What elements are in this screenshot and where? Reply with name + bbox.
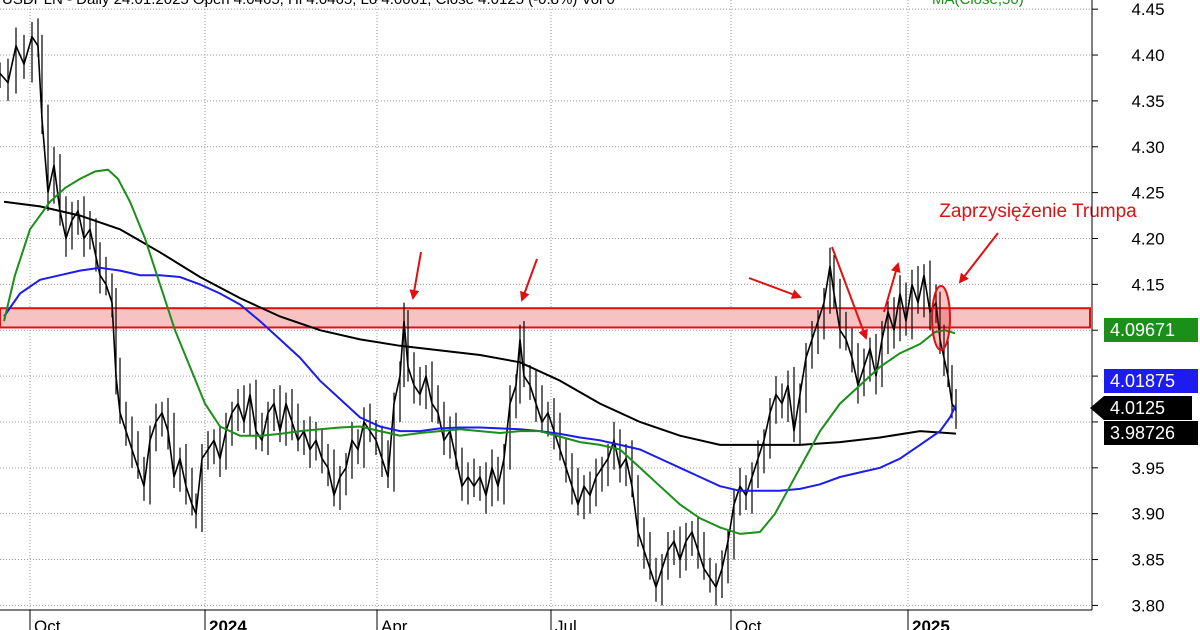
badge-pointer [1090, 396, 1192, 420]
y-tick-label: 3.85 [1131, 551, 1164, 570]
x-tick-label: 2024 [209, 617, 247, 630]
resistance-zone-band [0, 307, 1091, 329]
price-badge: 4.0125 [1090, 396, 1192, 420]
price-badges: 4.09671 4.01875 4.0125 3.98726 [1090, 318, 1198, 445]
badge-label: 4.0125 [1110, 398, 1165, 418]
y-tick-label: 4.40 [1131, 46, 1164, 65]
chart-header: USDPLN - Daily 24.01.2025 Open 4.0465, H… [2, 0, 1024, 8]
x-tick-label: Oct [735, 617, 762, 630]
ma-green-line [3, 168, 956, 535]
price-badge: 3.98726 [1104, 421, 1198, 445]
y-tick-label: 4.20 [1131, 229, 1164, 248]
moving-averages [3, 168, 957, 535]
y-tick-label: 4.45 [1131, 0, 1164, 19]
badge-label: 4.01875 [1110, 371, 1175, 391]
instrument-header: USDPLN - Daily 24.01.2025 Open 4.0465, H… [2, 0, 615, 8]
y-tick-label: 3.80 [1131, 596, 1164, 615]
x-tick-label: 2025 [912, 617, 950, 630]
price-badge: 4.09671 [1104, 318, 1198, 342]
annotations: Zaprzysiężenie Trumpa [409, 201, 1137, 351]
y-axis: 4.454.404.354.304.254.204.154.103.953.90… [1092, 0, 1165, 615]
price-badge: 4.01875 [1104, 369, 1198, 393]
y-tick-label: 3.90 [1131, 505, 1164, 524]
badge-box [1104, 318, 1198, 342]
badge-box [1104, 421, 1198, 445]
ma-blue-line [3, 266, 957, 492]
resistance-zone [0, 307, 1091, 329]
y-tick-label: 4.30 [1131, 138, 1164, 157]
y-tick-label: 4.15 [1131, 275, 1164, 294]
arrow-inauguration [958, 232, 999, 284]
price-line [0, 34, 957, 590]
arrow-resistance [748, 277, 802, 299]
price-series [0, 18, 957, 606]
x-tick-label: Oct [34, 617, 61, 630]
x-axis: Oct 2024 Apr Jul Oct 2025 [29, 610, 950, 630]
annotation-label: Zaprzysiężenie Trumpa [939, 201, 1137, 222]
badge-label: 3.98726 [1110, 423, 1175, 443]
arrow-rebound [883, 262, 901, 313]
y-tick-label: 4.25 [1131, 184, 1164, 203]
inauguration-highlight [931, 285, 951, 351]
badge-box [1104, 369, 1198, 393]
y-tick-label: 3.95 [1131, 459, 1164, 478]
badge-label: 4.09671 [1110, 320, 1175, 340]
x-tick-label: Jul [555, 617, 577, 630]
arrow-april-peak [409, 251, 422, 300]
ma-black-line [3, 200, 957, 446]
arrow-june-peak [520, 258, 538, 302]
y-tick-label: 4.35 [1131, 92, 1164, 111]
arrow-pullback [831, 246, 868, 340]
x-tick-label: Apr [381, 617, 408, 630]
ma-header: MA(Close,50) [932, 0, 1024, 8]
